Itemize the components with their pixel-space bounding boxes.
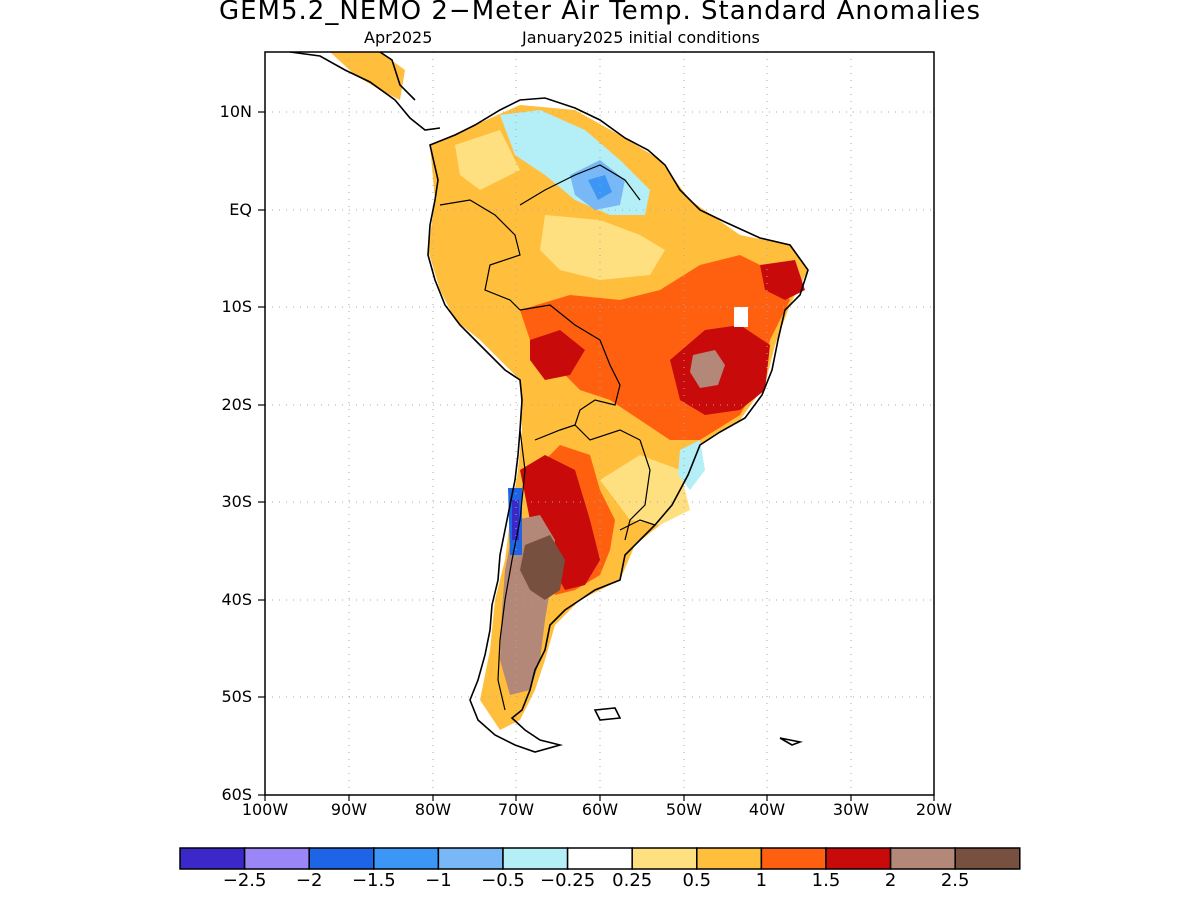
central-america-coast: [289, 52, 441, 131]
lat-label-30s: 30S: [221, 492, 252, 511]
lat-label-eq: EQ: [229, 200, 252, 219]
colorbar-swatch: [179, 847, 246, 870]
colorbar-swatch: [243, 847, 310, 870]
colorbar-swatch: [631, 847, 698, 870]
anomaly-region-darkbrown: [520, 535, 565, 600]
border: [497, 429, 526, 711]
gridlines: [265, 52, 934, 795]
anomaly-region-central-america: [330, 52, 405, 100]
colorbar-label: −0.25: [540, 870, 596, 891]
lat-label-50s: 50S: [221, 687, 252, 706]
forecast-month: Apr2025: [364, 28, 433, 47]
anomaly-region-red-bolivia: [530, 330, 585, 380]
lat-label-60s: 60S: [221, 785, 252, 804]
colorbar-swatch: [308, 847, 375, 870]
colorbar-swatch: [437, 847, 504, 870]
lat-label-10s: 10S: [221, 297, 252, 316]
colorbar-label: −1: [425, 870, 452, 891]
colorbar: [179, 847, 1021, 870]
map-title: GEM5.2_NEMO 2−Meter Air Temp. Standard A…: [218, 0, 982, 26]
anomaly-region-light-east: [600, 455, 690, 525]
colorbar-label: 0.5: [682, 870, 712, 891]
colorbar-swatch: [825, 847, 892, 870]
anomaly-region-andes-colder: [512, 500, 519, 540]
colorbar-swatch: [889, 847, 956, 870]
colorbar-label: 1.5: [811, 870, 841, 891]
anomaly-missing-cell: [734, 307, 748, 327]
border: [619, 519, 656, 531]
lat-label-20s: 20S: [221, 395, 252, 414]
lat-label-40s: 40S: [221, 590, 252, 609]
border: [624, 439, 651, 541]
falkland-islands: [593, 707, 622, 721]
colorbar-swatch: [760, 847, 827, 870]
lon-label-20w: 20W: [915, 800, 953, 819]
colorbar-swatch: [696, 847, 763, 870]
colorbar-label: −2.5: [222, 870, 267, 891]
colorbar-label: 2: [884, 870, 897, 891]
anomaly-region-brown-brazil: [690, 350, 725, 388]
colorbar-label: −0.5: [481, 870, 525, 891]
border: [519, 164, 641, 206]
lon-label-60w: 60W: [581, 800, 619, 819]
colorbar-label: 2.5: [940, 870, 970, 891]
anomaly-region-red-northeast: [760, 260, 805, 300]
anomaly-shading: [330, 52, 808, 730]
colorbar-label: −2: [295, 870, 323, 891]
coastlines: [289, 52, 809, 753]
map-area: [265, 52, 934, 795]
colorbar-swatch: [566, 847, 633, 870]
country-borders: [439, 164, 656, 711]
anomaly-region-red-argentina: [520, 455, 600, 590]
axis-ticks: [258, 111, 935, 801]
lon-label-90w: 90W: [330, 800, 368, 819]
lon-label-30w: 30W: [832, 800, 870, 819]
lon-label-70w: 70W: [497, 800, 535, 819]
lat-label-10n: 10N: [219, 102, 252, 121]
colorbar-swatch: [954, 847, 1021, 870]
border: [534, 424, 576, 441]
south-america-coast: [427, 97, 809, 753]
anomaly-region-cold-core: [588, 175, 612, 200]
initial-conditions: January2025 initial conditions: [522, 28, 760, 47]
colorbar-swatch: [373, 847, 440, 870]
caribbean-coast: [379, 52, 416, 101]
colorbar-label: 1: [755, 870, 768, 891]
lon-label-50w: 50W: [665, 800, 703, 819]
anomaly-region-light-north: [540, 215, 665, 280]
anomaly-region-light-west: [455, 130, 520, 190]
lon-label-80w: 80W: [414, 800, 452, 819]
lon-label-40w: 40W: [748, 800, 786, 819]
lon-label-100w: 100W: [241, 800, 289, 819]
colorbar-label: −1.5: [351, 870, 396, 891]
border: [519, 304, 641, 441]
colorbar-label: 0.25: [612, 870, 653, 891]
colorbar-swatch: [502, 847, 569, 870]
south-georgia: [779, 737, 803, 746]
border: [439, 199, 521, 311]
